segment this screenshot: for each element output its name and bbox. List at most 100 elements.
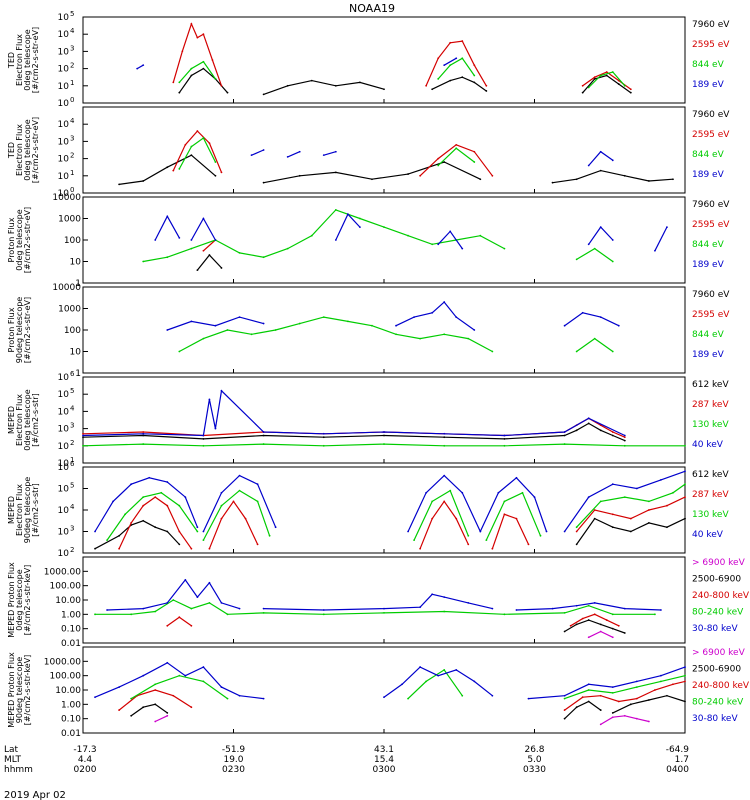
data-point <box>443 500 446 503</box>
y-tick-exponent: 6 <box>70 370 75 378</box>
data-point <box>455 143 458 146</box>
data-point <box>142 607 145 610</box>
series-4 <box>82 389 626 437</box>
data-point <box>178 350 181 353</box>
data-point <box>455 517 458 520</box>
data-point <box>443 436 446 439</box>
series-line <box>552 169 674 184</box>
series-line <box>654 226 668 252</box>
data-point <box>202 530 205 533</box>
series-line <box>491 513 530 549</box>
data-point <box>455 669 458 671</box>
data-point <box>623 174 626 177</box>
data-point <box>334 150 337 153</box>
data-point <box>449 64 452 67</box>
data-point <box>401 683 403 686</box>
data-point <box>214 239 217 241</box>
data-point <box>383 443 385 445</box>
data-point <box>322 154 325 157</box>
data-point <box>623 714 626 717</box>
series-line <box>287 151 300 158</box>
data-point <box>425 84 428 87</box>
legend-entry: 189 eV <box>692 170 725 180</box>
data-point <box>118 183 121 186</box>
data-point <box>286 247 289 250</box>
hhmm-tick-label: 0200 <box>74 765 97 775</box>
data-point <box>118 686 121 689</box>
data-point <box>449 230 452 233</box>
data-point <box>298 322 301 325</box>
data-point <box>563 324 566 327</box>
data-point <box>587 243 590 246</box>
data-point <box>599 709 602 711</box>
data-point <box>666 226 668 229</box>
data-point <box>220 686 223 689</box>
data-point <box>455 316 458 318</box>
data-point <box>94 613 96 616</box>
data-point <box>437 78 440 80</box>
data-point <box>491 547 494 550</box>
series-1 <box>118 154 674 186</box>
data-point <box>106 539 108 541</box>
series-4 <box>136 57 458 70</box>
series-line <box>443 57 457 66</box>
data-point <box>190 706 193 709</box>
data-point <box>515 609 518 611</box>
data-point <box>443 474 446 477</box>
data-point <box>211 59 214 61</box>
data-point <box>298 174 301 177</box>
data-point <box>166 329 169 331</box>
data-point <box>660 609 662 611</box>
data-point <box>178 674 181 677</box>
y-axis-label: 0deg telescope <box>23 29 32 90</box>
data-point <box>214 324 217 327</box>
data-point <box>617 624 620 627</box>
data-point <box>563 697 566 700</box>
data-point <box>581 311 584 314</box>
data-point <box>611 636 614 639</box>
y-tick-label: 10 <box>58 407 70 417</box>
data-point <box>142 504 145 507</box>
data-point <box>431 517 434 520</box>
data-point <box>563 431 566 433</box>
data-point <box>238 316 241 318</box>
data-point <box>371 178 373 181</box>
panel-3: 1 10 100 1000 10000 Proton Flux 0deg telescope… <box>7 193 730 289</box>
mlt-tick-label: 19.0 <box>223 755 243 765</box>
data-point <box>443 64 446 67</box>
data-point <box>587 700 590 703</box>
data-point <box>208 398 211 401</box>
lat-tick-label: 43.1 <box>374 745 394 755</box>
data-point <box>166 661 169 664</box>
data-point <box>220 84 223 87</box>
y-axis-label: 90deg telescope <box>15 657 24 724</box>
data-point <box>172 694 175 697</box>
data-point <box>413 539 415 541</box>
data-point <box>202 249 205 252</box>
y-tick-label: 10 <box>58 120 70 130</box>
series-line <box>130 703 168 717</box>
data-point <box>515 476 518 479</box>
data-point <box>575 526 578 529</box>
data-point <box>587 619 590 621</box>
data-point <box>593 247 596 250</box>
data-point <box>118 709 121 711</box>
data-point <box>461 57 464 60</box>
data-point <box>654 689 656 691</box>
series-line <box>202 239 216 252</box>
y-axis-label: MEPED Proton Flux <box>7 652 16 728</box>
panel-4: 1 10 100 1000 10000 Proton Flux 90deg telescop… <box>7 283 730 379</box>
data-point <box>593 509 596 511</box>
data-point <box>220 267 223 269</box>
data-point <box>545 530 548 533</box>
y-axis-label: 0deg telescope <box>15 209 24 270</box>
y-axis-label: 0deg telescope <box>15 569 24 630</box>
data-point <box>202 33 205 36</box>
y-tick-exponent: 4 <box>70 404 75 412</box>
data-point <box>196 526 199 529</box>
panel-legend: 612 keV 287 keV 130 keV 40 keV <box>692 470 729 540</box>
data-point <box>202 60 205 63</box>
data-point <box>178 616 181 619</box>
data-point <box>262 443 265 445</box>
series-1 <box>178 316 614 353</box>
